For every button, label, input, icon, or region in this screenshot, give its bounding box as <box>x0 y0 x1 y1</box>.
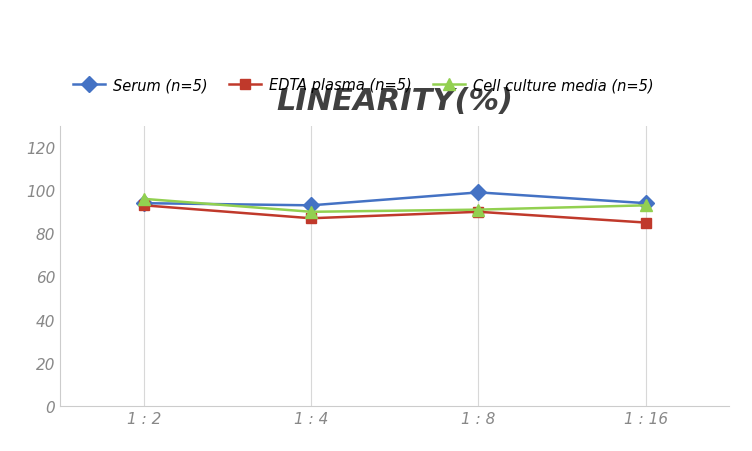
EDTA plasma (n=5) <box>307 216 316 221</box>
Cell culture media (n=5) <box>474 207 483 213</box>
EDTA plasma (n=5) <box>474 210 483 215</box>
Title: LINEARITY(%): LINEARITY(%) <box>276 87 514 115</box>
EDTA plasma (n=5) <box>139 203 148 208</box>
Serum (n=5) <box>139 201 148 207</box>
Cell culture media (n=5) <box>307 210 316 215</box>
Line: Serum (n=5): Serum (n=5) <box>138 188 651 212</box>
Serum (n=5) <box>641 201 650 207</box>
Legend: Serum (n=5), EDTA plasma (n=5), Cell culture media (n=5): Serum (n=5), EDTA plasma (n=5), Cell cul… <box>68 72 659 99</box>
Line: Cell culture media (n=5): Cell culture media (n=5) <box>138 194 651 218</box>
Line: EDTA plasma (n=5): EDTA plasma (n=5) <box>139 201 650 228</box>
Serum (n=5) <box>474 190 483 196</box>
Cell culture media (n=5) <box>139 197 148 202</box>
Cell culture media (n=5) <box>641 203 650 208</box>
Serum (n=5) <box>307 203 316 208</box>
EDTA plasma (n=5) <box>641 221 650 226</box>
